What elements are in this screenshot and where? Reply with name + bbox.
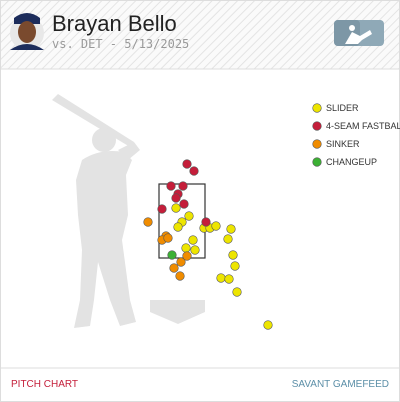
pitch xyxy=(190,245,200,255)
pitch xyxy=(166,181,176,191)
pitch xyxy=(216,273,226,283)
legend: SLIDER 4-SEAM FASTBALL SINKER CHANGEUP xyxy=(312,103,400,167)
pitch xyxy=(263,320,273,330)
pitch xyxy=(169,263,179,273)
legend-swatch xyxy=(312,139,322,149)
mlb-logo xyxy=(334,20,384,46)
pitch xyxy=(173,222,183,232)
pitch xyxy=(211,221,221,231)
pitch xyxy=(171,193,181,203)
pitch xyxy=(188,235,198,245)
pitch xyxy=(232,287,242,297)
legend-swatch xyxy=(312,121,322,131)
legend-label: SINKER xyxy=(326,139,360,149)
pitch xyxy=(201,217,211,227)
pitch xyxy=(175,271,185,281)
pitch xyxy=(143,217,153,227)
game-info: vs. DET - 5/13/2025 xyxy=(52,37,189,51)
headshot xyxy=(10,13,44,50)
pitch xyxy=(182,159,192,169)
legend-label: SLIDER xyxy=(326,103,359,113)
legend-swatch xyxy=(312,157,322,167)
legend-label: 4-SEAM FASTBALL xyxy=(326,121,400,131)
pitch xyxy=(179,199,189,209)
pitch xyxy=(178,181,188,191)
legend-swatch xyxy=(312,103,322,113)
pitch xyxy=(230,261,240,271)
pitch xyxy=(181,243,191,253)
pitch xyxy=(226,224,236,234)
pitch xyxy=(176,257,186,267)
footer-right: SAVANT GAMEFEED xyxy=(292,379,389,390)
legend-label: CHANGEUP xyxy=(326,157,377,167)
batter-silhouette xyxy=(52,94,205,328)
pitch xyxy=(167,250,177,260)
pitch xyxy=(223,234,233,244)
pitch xyxy=(184,211,194,221)
footer-left: PITCH CHART xyxy=(11,379,78,390)
pitches xyxy=(143,159,273,330)
pitch xyxy=(171,203,181,213)
pitch xyxy=(224,274,234,284)
pitch xyxy=(163,233,173,243)
pitcher-name: Brayan Bello xyxy=(52,11,177,36)
pitch xyxy=(157,204,167,214)
pitch xyxy=(228,250,238,260)
header-bg xyxy=(1,1,399,69)
pitch xyxy=(182,251,192,261)
pitch xyxy=(189,166,199,176)
